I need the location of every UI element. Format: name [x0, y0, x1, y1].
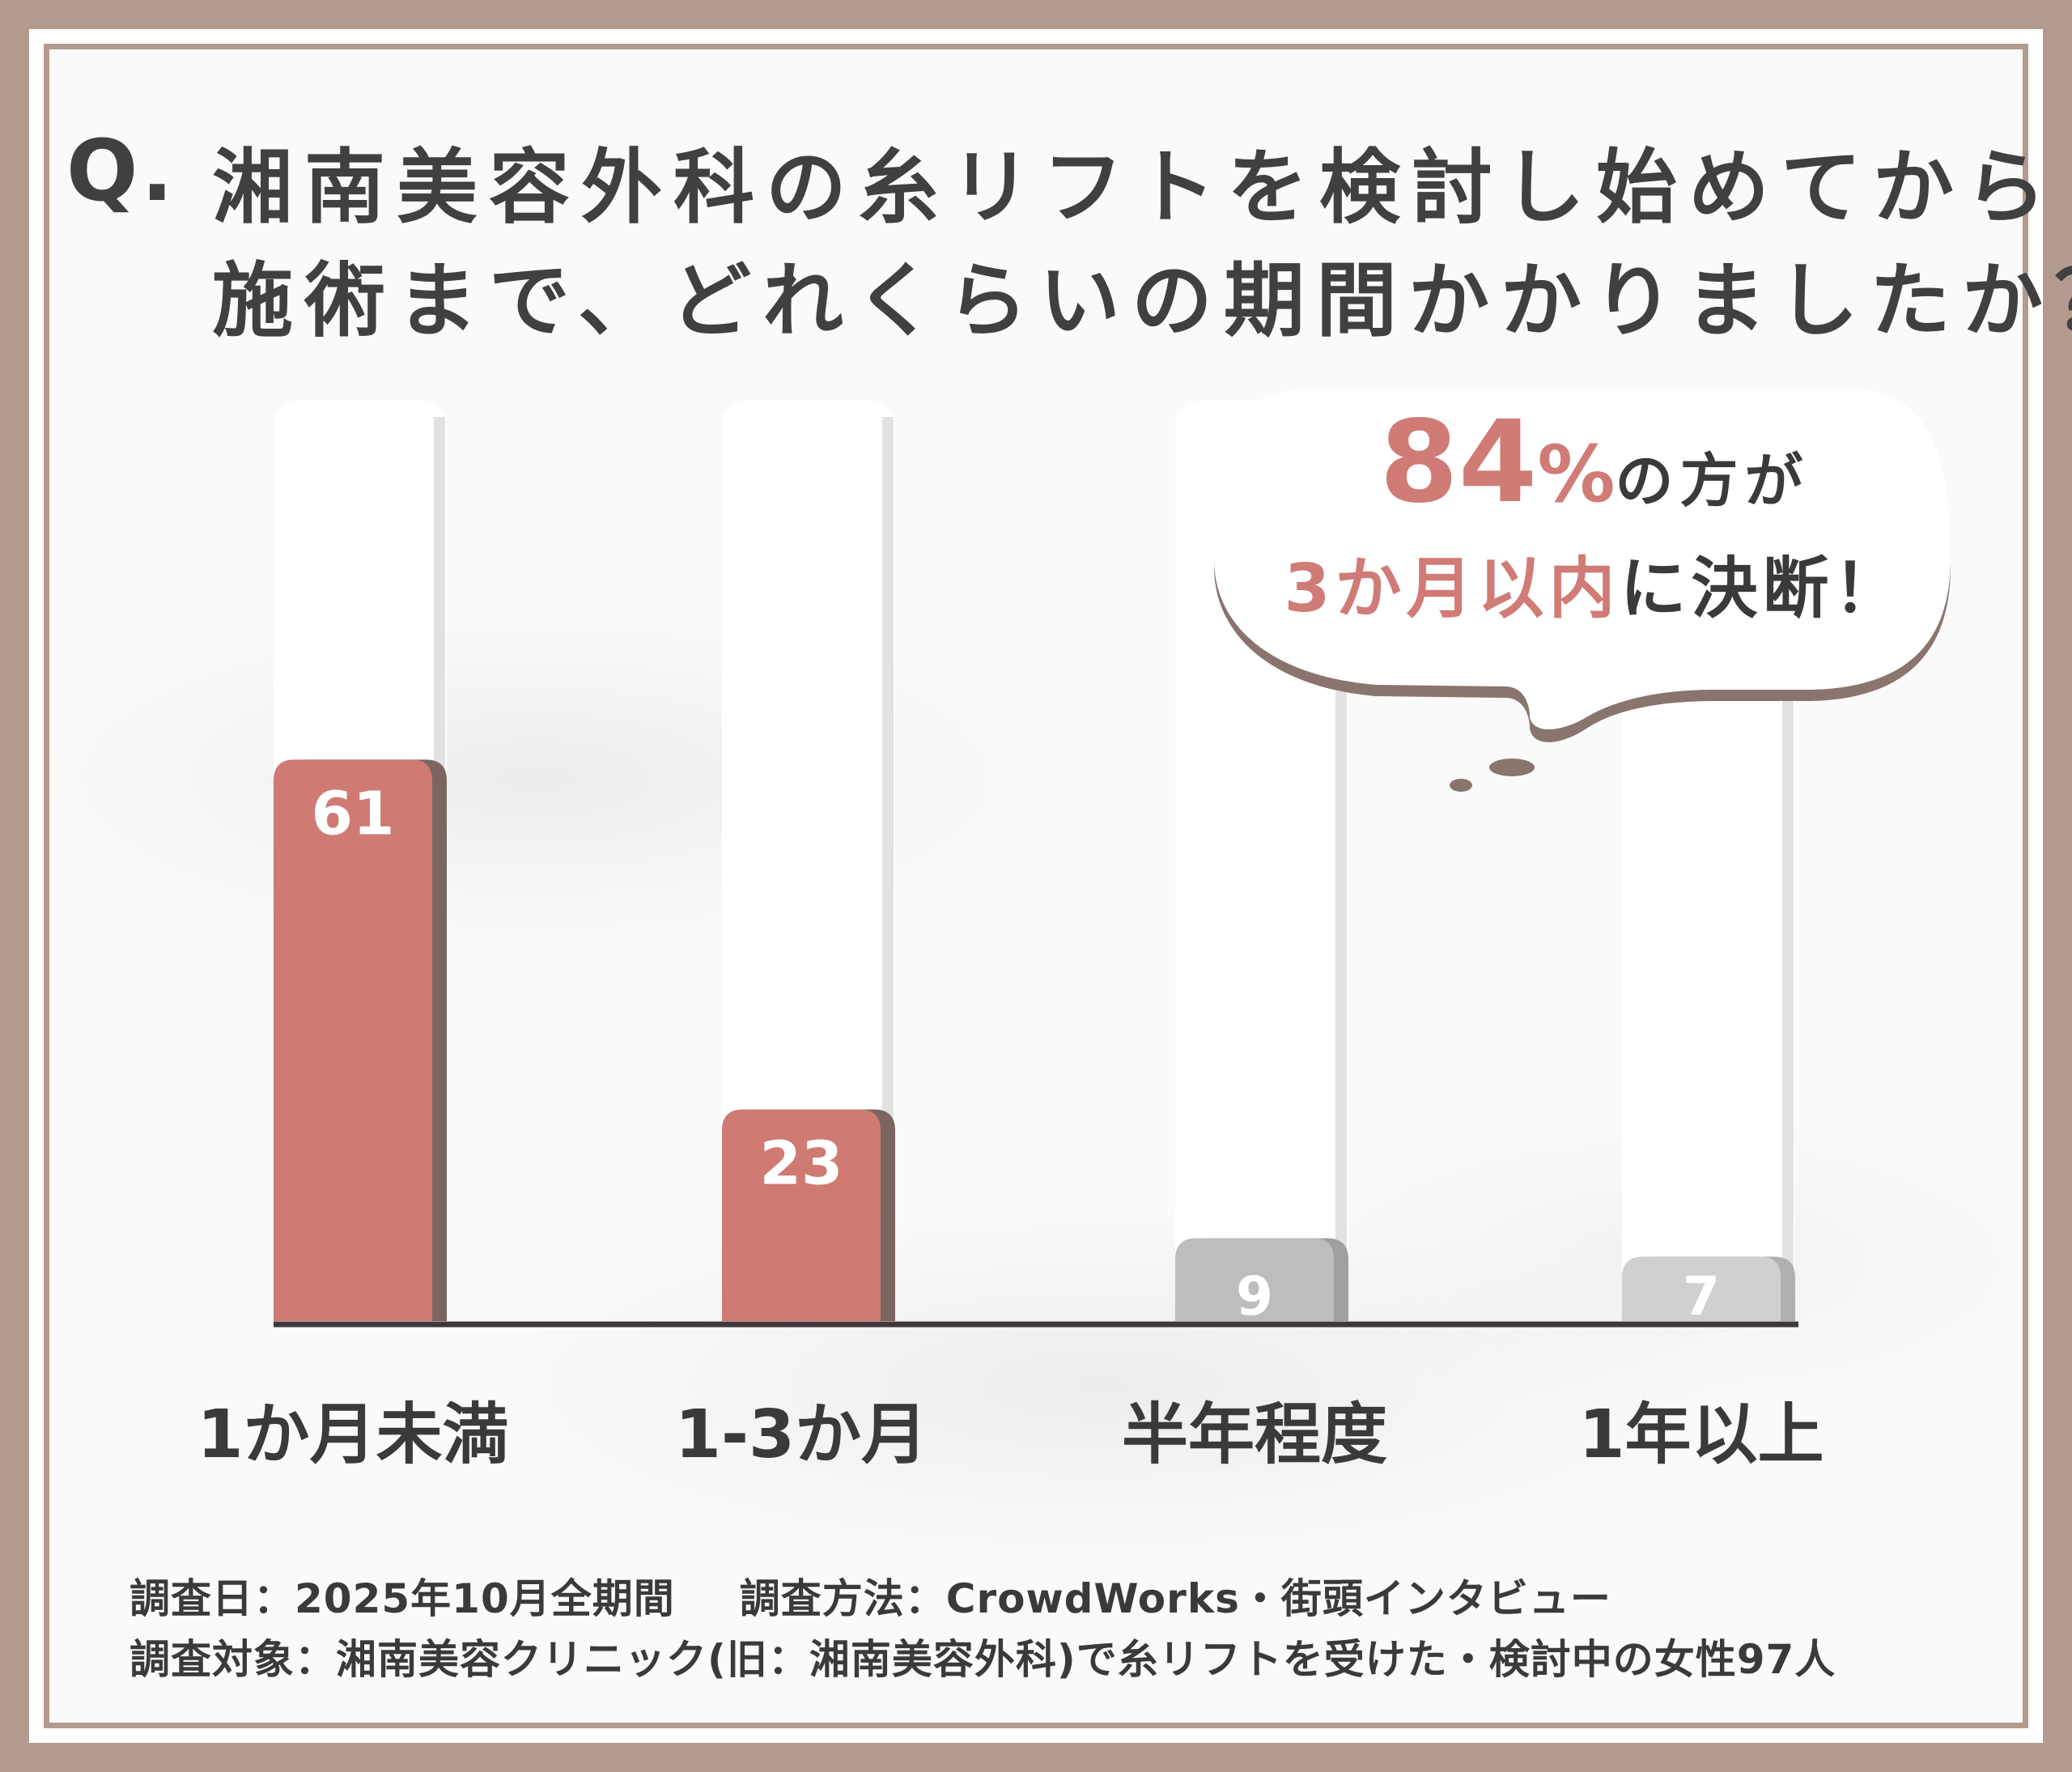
callout-line-2: 3か月以内に決断！ [1214, 534, 1975, 631]
value-label-0: 61 [312, 779, 395, 848]
value-label-3: 7 [1683, 1265, 1720, 1328]
callout-line-1: 84%の方が [1214, 397, 1975, 529]
speech-bubble [1214, 389, 1951, 792]
value-label-1: 23 [760, 1128, 843, 1198]
category-label-3: 1年以上 [1578, 1396, 1824, 1473]
column-track-1 [722, 401, 895, 1321]
question-mark: Q. [66, 121, 176, 220]
category-label-1: 1-3か月 [674, 1396, 928, 1473]
inner-border [44, 44, 2028, 1728]
category-label-0: 1か月未満 [197, 1396, 509, 1473]
bar-2 [1175, 1238, 1334, 1321]
footnote-line-2: 調査対象：湘南美容クリニック(旧：湘南美容外科)で糸リフトを受けた・検討中の女性… [130, 1636, 1836, 1683]
question-line-1: 湘南美容外科の糸リフトを検討し始めてから [212, 140, 2057, 235]
speech-bubble-body [1214, 389, 1951, 730]
bar-1 [722, 1109, 881, 1321]
bar-3 [1622, 1256, 1781, 1321]
callout-highlight: 3か月以内 [1284, 550, 1620, 627]
thought-dot-large [1489, 759, 1535, 776]
column-track-edge-1 [882, 417, 894, 1321]
callout-percent-value: 84 [1379, 397, 1538, 529]
category-label-2: 半年程度 [1121, 1396, 1387, 1473]
bar-0 [274, 759, 432, 1321]
survey-method: 調査方法：CrowdWorks・街頭インタビュー [739, 1575, 1611, 1622]
thought-dot-small [1450, 779, 1472, 792]
callout-line-2-rest: に決断！ [1620, 550, 1905, 627]
question-line-2: 施術まで、どれくらいの期間かかりましたか？ [212, 253, 2072, 348]
callout-percent-sign: % [1537, 429, 1616, 520]
callout-line-1-rest: の方が [1615, 447, 1810, 515]
survey-date: 調査日：2025年10月全期間 [130, 1575, 675, 1622]
footnote-line-1: 調査日：2025年10月全期間 調査方法：CrowdWorks・街頭インタビュー [130, 1566, 1611, 1625]
value-label-2: 9 [1236, 1265, 1273, 1328]
